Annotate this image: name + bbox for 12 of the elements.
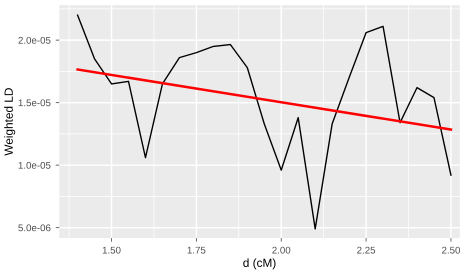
y-tick-label: 5.0e-06: [18, 224, 50, 232]
line-series: [76, 14, 452, 230]
y-tick-label: 2.0e-05: [18, 36, 51, 44]
x-tick-label: 1.75: [188, 246, 206, 254]
y-axis-title: Weighted LD: [4, 88, 16, 156]
y-tick-label: 1.5e-05: [18, 99, 51, 106]
x-tick-label: 2.25: [357, 246, 376, 254]
y-tick-label: 1.0e-05: [18, 162, 51, 169]
x-tick-label: 2.00: [272, 246, 290, 254]
x-tick-label: 2.50: [442, 246, 460, 254]
x-axis-title: d (cM): [243, 258, 276, 270]
x-tick-label: 1.50: [102, 246, 121, 254]
